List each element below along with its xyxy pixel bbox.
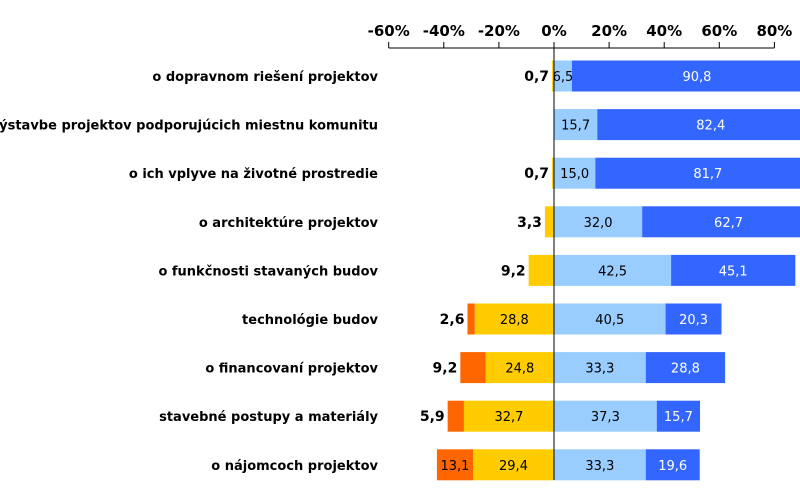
label-strongly-positive: 62,7 <box>714 216 743 231</box>
label-strongly-positive: 19,6 <box>658 459 687 474</box>
label-negative: 3,3 <box>517 215 542 231</box>
label-positive: 6,5 <box>553 70 574 85</box>
label-positive: 15,0 <box>560 167 589 182</box>
label-positive: 32,0 <box>584 216 613 231</box>
label-negative: 28,8 <box>500 313 529 328</box>
label-positive: 42,5 <box>598 264 627 279</box>
tick-label: -20% <box>478 22 520 40</box>
bar-strongly-positive <box>642 206 800 238</box>
tick-label: -40% <box>423 22 465 40</box>
label-positive: 33,3 <box>585 362 614 377</box>
category-label: o nájomcoch projektov <box>211 459 378 474</box>
category-label: o výstavbe projektov podporujúcich miest… <box>0 119 378 134</box>
category-label: o ich vplyve na životné prostredie <box>129 167 378 182</box>
label-positive: 33,3 <box>585 459 614 474</box>
category-label: technológie budov <box>242 313 378 328</box>
bars <box>436 60 800 481</box>
label-strongly-negative: 2,6 <box>440 312 465 328</box>
category-label: stavebné postupy a materiály <box>159 410 378 425</box>
label-negative: 24,8 <box>505 362 534 377</box>
bar-negative <box>544 206 554 238</box>
tick-label: 40% <box>646 22 682 40</box>
label-strongly-negative: 9,2 <box>433 361 458 377</box>
bar-strongly-negative <box>460 352 486 384</box>
bar-positive <box>554 109 598 141</box>
label-strongly-positive: 45,1 <box>719 264 748 279</box>
category-label: o funkčnosti stavaných budov <box>158 264 378 279</box>
bar-strongly-positive <box>671 254 796 286</box>
tick-label: 80% <box>756 22 792 40</box>
label-strongly-positive: 82,4 <box>696 119 725 134</box>
label-negative: 29,4 <box>499 459 528 474</box>
label-strongly-positive: 15,7 <box>664 410 693 425</box>
bar-negative <box>473 449 554 481</box>
bar-positive <box>554 449 646 481</box>
label-strongly-positive: 20,3 <box>679 313 708 328</box>
label-positive: 37,3 <box>591 410 620 425</box>
bar-strongly-positive <box>595 157 800 189</box>
tick-label: 20% <box>591 22 627 40</box>
category-label: o financovaní projektov <box>205 362 378 377</box>
label-strongly-negative: 5,9 <box>420 409 445 425</box>
bar-positive <box>554 206 643 238</box>
bar-positive <box>554 400 657 432</box>
category-label: o architektúre projektov <box>199 216 379 231</box>
category-labels: o dopravnom riešení projektov o výstavbe … <box>0 70 379 474</box>
label-strongly-positive: 81,7 <box>693 167 722 182</box>
bar-positive <box>554 352 646 384</box>
label-negative: 0,7 <box>524 69 549 85</box>
label-strongly-positive: 90,8 <box>683 70 712 85</box>
label-negative: 9,2 <box>501 263 526 279</box>
bar-negative <box>474 303 554 335</box>
tick-label: 60% <box>701 22 737 40</box>
bar-strongly-positive <box>645 352 726 384</box>
bar-negative <box>528 254 554 286</box>
label-positive: 40,5 <box>595 313 624 328</box>
label-strongly-negative: 13,1 <box>440 459 469 474</box>
bar-positive <box>554 254 672 286</box>
data-labels: 6,5 90,8 0,7 15,7 82,4 15,0 81,7 0,7 32,0 62,7 3,3… <box>420 69 748 474</box>
bar-negative <box>463 400 554 432</box>
label-negative: 32,7 <box>494 410 523 425</box>
x-axis-ticks: -60% -40% -20% 0% 20% 40% 60% 80% <box>368 22 792 49</box>
bar-strongly-negative <box>436 449 474 481</box>
bar-negative <box>552 157 554 189</box>
category-label: o dopravnom riešení projektov <box>152 70 378 85</box>
bar-strongly-negative <box>467 303 475 335</box>
bar-positive <box>554 303 666 335</box>
bar-negative <box>485 352 554 384</box>
bar-strongly-negative <box>447 400 464 432</box>
bar-strongly-positive <box>656 400 701 432</box>
tick-label: 0% <box>541 22 566 40</box>
label-negative: 0,7 <box>524 166 549 182</box>
bar-positive <box>554 157 596 189</box>
tick-label: -60% <box>368 22 410 40</box>
bar-strongly-positive <box>597 109 800 141</box>
bar-positive <box>554 60 572 92</box>
label-positive: 15,7 <box>561 119 590 134</box>
bar-strongly-positive <box>645 449 700 481</box>
bar-strongly-positive <box>665 303 722 335</box>
bar-negative <box>552 60 554 92</box>
label-strongly-positive: 28,8 <box>671 362 700 377</box>
bar-strongly-positive <box>571 60 800 92</box>
